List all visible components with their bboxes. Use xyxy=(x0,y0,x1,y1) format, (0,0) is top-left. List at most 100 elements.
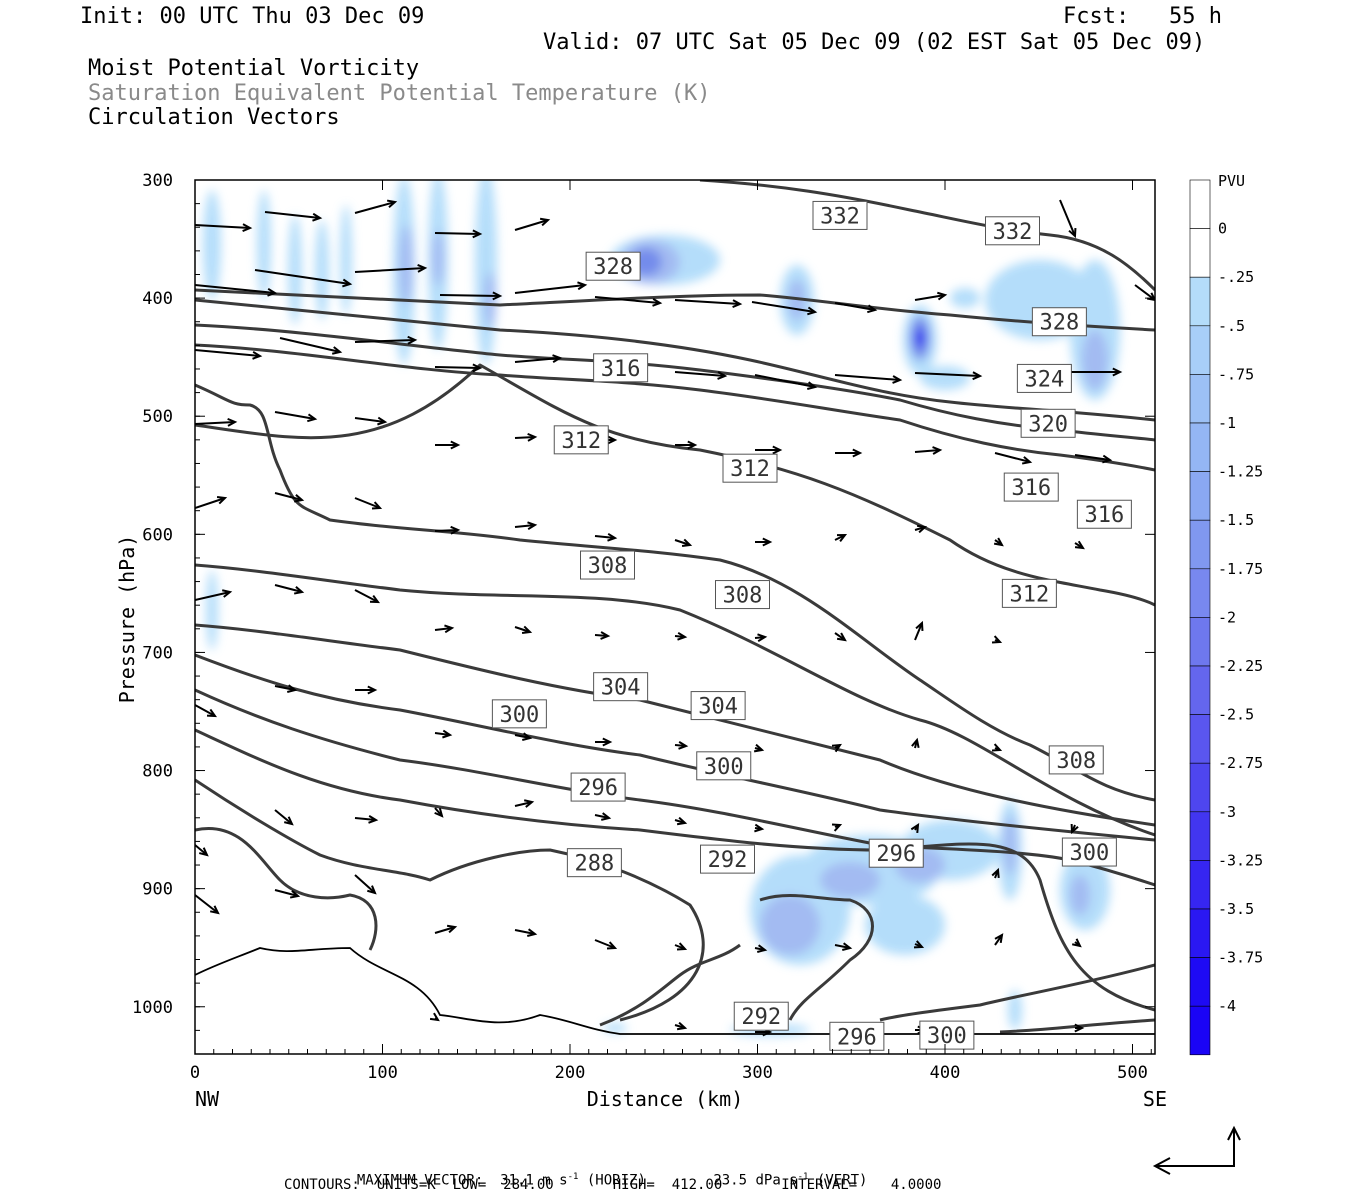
circulation-vector xyxy=(835,448,863,458)
colorbar-swatch xyxy=(1189,714,1211,764)
circulation-vector xyxy=(354,335,418,345)
circulation-vector xyxy=(991,867,1000,879)
colorbar-level-label: 0 xyxy=(1218,220,1227,238)
circulation-vector xyxy=(434,624,455,634)
contour-label-text: 296 xyxy=(837,1025,877,1050)
y-tick-label: 300 xyxy=(142,171,173,191)
circulation-vector xyxy=(594,532,618,542)
mpv-patch xyxy=(484,272,496,328)
circulation-vector xyxy=(434,363,483,373)
theta-es-contour xyxy=(195,288,1155,332)
colorbar-level-label: -1.5 xyxy=(1218,511,1254,529)
valid-time: Valid: 07 UTC Sat 05 Dec 09 (02 EST Sat … xyxy=(543,30,1206,55)
forecast-hour: Fcst: 55 h xyxy=(1063,4,1222,29)
contour-label: 292 xyxy=(700,844,755,874)
circulation-vector xyxy=(834,632,847,642)
circulation-vector xyxy=(434,229,483,239)
circulation-vectors xyxy=(195,199,1155,1037)
circulation-vector xyxy=(831,743,842,753)
colorbar-swatch xyxy=(1189,665,1211,715)
circulation-vector xyxy=(274,411,318,423)
contour-label: 312 xyxy=(553,425,609,455)
x-axis-title: Distance (km) xyxy=(587,1087,744,1111)
colorbar-level-label: -1.25 xyxy=(1218,463,1263,481)
x-right-endpoint: SE xyxy=(1143,1087,1167,1111)
theta-es-contour xyxy=(879,963,1155,1022)
contour-label-text: 292 xyxy=(708,848,748,873)
contour-label: 312 xyxy=(722,453,778,483)
contour-label: 328 xyxy=(585,251,641,281)
max-vector-vert: 23.5 dPa s xyxy=(713,1172,798,1189)
mpv-patch xyxy=(1003,815,1017,875)
mpv-shading xyxy=(203,180,1120,1036)
contour-label: 300 xyxy=(696,751,752,781)
contour-label: 304 xyxy=(690,691,746,721)
theta-es-contour xyxy=(195,298,1155,422)
x-tick-label: 500 xyxy=(1117,1063,1148,1083)
mpv-patch xyxy=(820,862,880,898)
circulation-vector xyxy=(514,281,588,294)
colorbar-level-label: -2.75 xyxy=(1218,754,1263,772)
circulation-vector xyxy=(754,944,768,953)
colorbar-swatch xyxy=(1189,276,1211,327)
x-tick-label: 100 xyxy=(367,1063,398,1083)
circulation-vector xyxy=(754,633,768,643)
contour-label: 332 xyxy=(985,216,1040,246)
circulation-vector xyxy=(274,889,301,899)
circulation-vector xyxy=(195,284,278,297)
contour-label: 300 xyxy=(919,1020,975,1050)
colorbar-swatch xyxy=(1189,860,1211,910)
circulation-vector xyxy=(910,823,920,834)
contour-label-text: 316 xyxy=(1085,503,1125,528)
circulation-vector xyxy=(514,732,533,741)
circulation-vector xyxy=(274,584,305,595)
contour-label-text: 316 xyxy=(1011,476,1051,501)
x-tick-label: 200 xyxy=(555,1063,586,1083)
reference-horiz-head xyxy=(1152,1157,1171,1175)
circulation-vector xyxy=(429,1012,440,1022)
contour-label-text: 332 xyxy=(820,204,860,229)
contour-label-text: 328 xyxy=(1040,311,1080,336)
pv-colorbar: PVU 0 -.25 -.5 -.75 -1 -1.25 -1.5 -1.75 -2 -2.25 -2… xyxy=(1189,172,1263,1056)
circulation-vector xyxy=(994,933,1004,946)
circulation-vector xyxy=(914,446,943,455)
circulation-vector xyxy=(195,349,263,360)
circulation-vector xyxy=(911,737,920,749)
reference-vert-head xyxy=(1227,1125,1241,1141)
max-vector-note: MAXIMUM VECTOR: 31.1 m s-1 (HORIZ) 23.5 … xyxy=(340,1159,868,1189)
circulation-vector xyxy=(195,589,233,601)
max-vector-vert-unit: (VERT) xyxy=(816,1172,868,1189)
colorbar-swatch xyxy=(1189,374,1211,424)
circulation-vector xyxy=(274,492,305,503)
mpv-patch xyxy=(1070,875,1090,915)
contour-label: 292 xyxy=(733,1001,789,1031)
circulation-vector xyxy=(514,928,538,937)
x-tick-label: 0 xyxy=(190,1063,200,1083)
contour-label: 320 xyxy=(1020,408,1076,438)
mpv-patch xyxy=(315,220,329,320)
contour-label: 332 xyxy=(812,200,868,230)
contour-label: 296 xyxy=(829,1021,885,1051)
circulation-vector xyxy=(994,452,1033,465)
circulation-vector xyxy=(1134,284,1155,302)
reference-vector-arrow xyxy=(1152,1125,1241,1175)
colorbar-swatch xyxy=(1189,471,1211,521)
plot-frame xyxy=(194,179,1156,1055)
max-vector-horiz-unit: (HORIZ) xyxy=(586,1172,646,1189)
circulation-vector xyxy=(674,942,688,951)
circulation-vector xyxy=(514,354,563,363)
circulation-vector xyxy=(254,269,353,288)
circulation-vector xyxy=(1074,540,1085,550)
mpv-patch xyxy=(1082,330,1108,390)
theta-es-contour xyxy=(195,623,1155,827)
circulation-vector xyxy=(1071,938,1082,948)
colorbar-swatch xyxy=(1189,811,1211,861)
max-vector-horiz: 31.1 m s xyxy=(500,1172,568,1189)
mpv-patch xyxy=(603,1023,627,1033)
circulation-vector xyxy=(434,924,458,934)
contour-label: 296 xyxy=(570,772,626,802)
circulation-vector xyxy=(754,823,765,833)
theta-es-contour xyxy=(195,323,1155,442)
colorbar-level-label: -.75 xyxy=(1218,365,1254,383)
y-tick-label: 900 xyxy=(142,880,173,900)
